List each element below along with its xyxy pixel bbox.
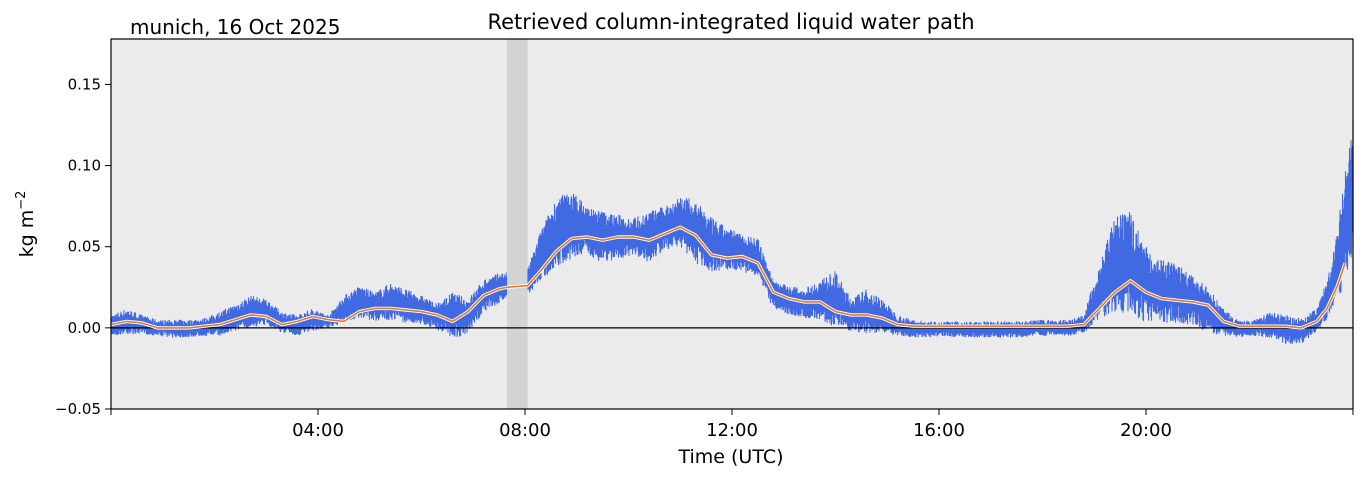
y-tick-label: 0.15 — [68, 75, 101, 93]
smoothed-series-line — [110, 226, 1346, 329]
plot-area-background — [111, 39, 1353, 409]
y-axis-title: kg m−2 — [14, 191, 38, 258]
x-tick-label: 04:00 — [292, 420, 344, 441]
x-tick-label: 08:00 — [499, 420, 551, 441]
y-axis-ticks: −0.05 0.00 0.05 0.10 0.15 — [55, 75, 111, 418]
y-tick-label: 0.05 — [68, 238, 101, 256]
x-tick-label: 16:00 — [913, 420, 965, 441]
smoothed-series-layer — [110, 225, 1347, 330]
y-axis-title-base: kg m — [16, 210, 38, 258]
x-tick-label: 20:00 — [1120, 420, 1172, 441]
y-tick-label: 0.10 — [68, 157, 101, 175]
unavailable-data-band — [506, 39, 528, 409]
x-axis-ticks: 04:00 08:00 12:00 16:00 20:00 — [110, 409, 1354, 441]
y-tick-label: −0.05 — [55, 400, 101, 418]
x-axis-title: Time (UTC) — [677, 446, 783, 468]
location-date-label: munich, 16 Oct 2025 — [130, 15, 340, 39]
y-tick-label: 0.00 — [68, 319, 101, 337]
x-tick-label: 12:00 — [706, 420, 758, 441]
y-axis-title-exponent: −2 — [14, 191, 29, 210]
chart-title: Retrieved column-integrated liquid water… — [487, 10, 974, 34]
